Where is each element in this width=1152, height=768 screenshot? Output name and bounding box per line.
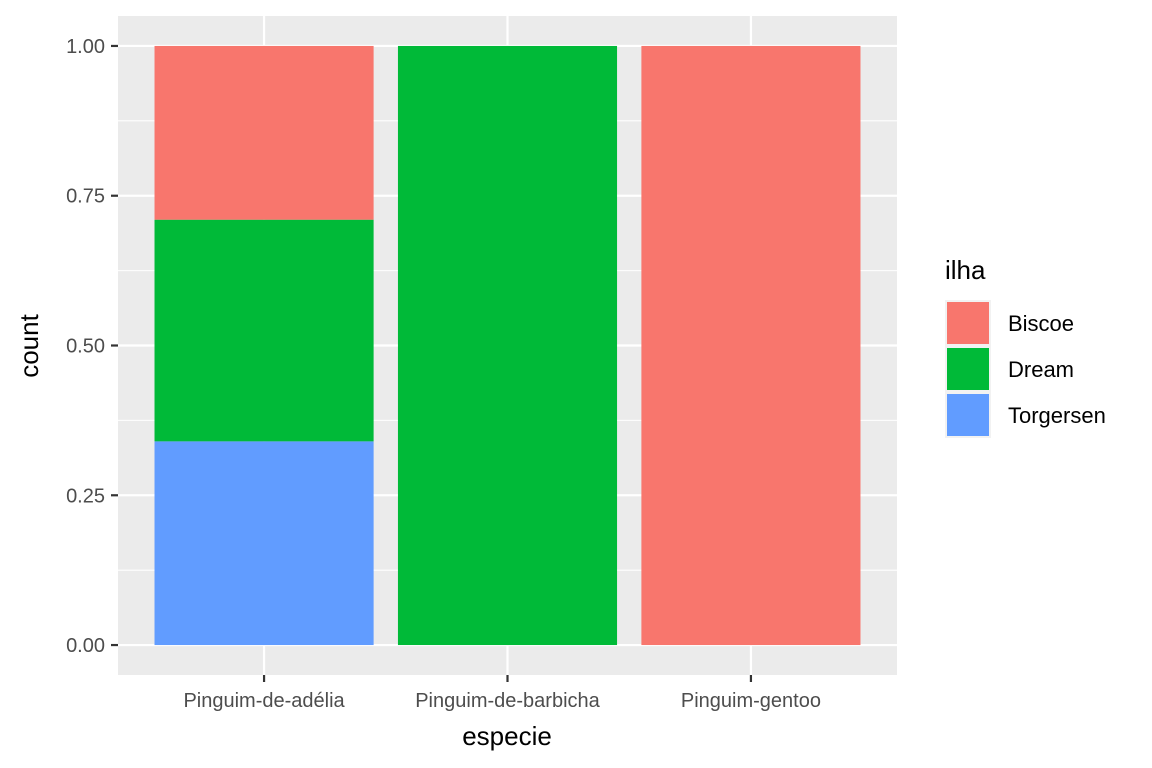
x-tick-label: Pinguim-de-barbicha	[415, 690, 600, 712]
x-axis: Pinguim-de-adélia Pinguim-de-barbicha Ping…	[183, 675, 821, 712]
y-tick-label: 0.50	[66, 336, 105, 358]
y-axis: 0.00 0.25 0.50 0.75 1.00	[66, 36, 118, 657]
bars	[154, 45, 861, 646]
bar-biscoe-3	[641, 45, 861, 646]
y-tick-label: 0.75	[66, 186, 105, 208]
bar-torgersen-1	[154, 441, 374, 646]
bar-biscoe-1	[154, 45, 374, 220]
bar-dream-2	[397, 45, 618, 646]
y-tick-label: 0.25	[66, 485, 105, 507]
legend-label-biscoe: Biscoe	[1008, 311, 1074, 336]
legend-swatch-dream	[947, 348, 989, 390]
legend-label-torgersen: Torgersen	[1008, 403, 1106, 428]
y-tick-label: 0.00	[66, 635, 105, 657]
y-axis-title: count	[14, 313, 44, 377]
legend-label-dream: Dream	[1008, 357, 1074, 382]
legend-title: ilha	[945, 255, 986, 285]
y-tick-label: 1.00	[66, 36, 105, 58]
legend: ilha Biscoe Dream Torgersen	[945, 255, 1106, 438]
x-tick-label: Pinguim-gentoo	[681, 690, 821, 712]
x-tick-label: Pinguim-de-adélia	[183, 690, 345, 712]
x-axis-title: especie	[462, 721, 552, 751]
bar-dream-1	[154, 219, 374, 442]
legend-swatch-torgersen	[947, 394, 989, 436]
legend-swatch-biscoe	[947, 302, 989, 344]
